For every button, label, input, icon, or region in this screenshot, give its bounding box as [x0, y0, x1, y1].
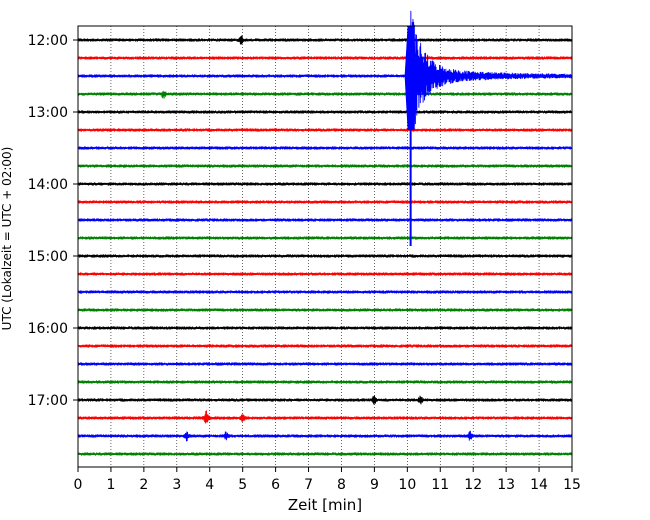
- seismogram-trace: [77, 110, 573, 114]
- y-tick-label: 17:00: [28, 393, 68, 409]
- x-tick-label: 11: [431, 477, 449, 493]
- x-tick-label: 8: [337, 477, 346, 493]
- seismogram-trace: [77, 362, 573, 366]
- seismogram-trace: [77, 395, 573, 405]
- y-tick-label: 12:00: [28, 33, 68, 49]
- seismogram-trace: [77, 343, 573, 349]
- seismogram-trace: [77, 271, 573, 276]
- x-tick-label: 9: [370, 477, 379, 493]
- seismogram-trace: [77, 452, 573, 457]
- seismogram-trace: [77, 236, 573, 240]
- x-tick-label: 1: [106, 477, 115, 493]
- x-tick-label: 15: [563, 477, 581, 493]
- x-tick-label: 6: [271, 477, 280, 493]
- x-tick-label: 5: [238, 477, 247, 493]
- seismogram-trace: [77, 182, 573, 187]
- seismogram-trace: [77, 10, 573, 146]
- x-axis-label: Zeit [min]: [288, 496, 362, 514]
- seismogram-trace: [77, 289, 573, 294]
- y-tick-label: 13:00: [28, 105, 68, 121]
- x-axis-ticks: 0 1 2 3 4 5 6 7 8 9 10 11 12 13 14 15: [74, 467, 581, 493]
- seismogram-trace: [77, 430, 573, 442]
- seismogram-trace: [77, 90, 573, 99]
- seismogram-trace: [77, 254, 573, 258]
- seismogram-trace: [77, 380, 573, 384]
- x-tick-label: 10: [398, 477, 416, 493]
- y-tick-label: 16:00: [28, 321, 68, 337]
- seismogram-traces: [77, 10, 573, 457]
- y-axis-ticks: 12:00 13:00 14:00 15:00 16:00 17:00: [28, 33, 78, 409]
- plot-frame: [77, 25, 573, 468]
- seismogram-trace: [77, 200, 573, 205]
- x-tick-label: 0: [74, 477, 83, 493]
- seismogram-trace: [77, 164, 573, 168]
- x-tick-label: 2: [139, 477, 148, 493]
- seismogram-trace: [77, 217, 573, 222]
- seismogram-trace: [77, 56, 573, 60]
- seismogram-trace: [77, 128, 573, 132]
- x-tick-label: 12: [464, 477, 482, 493]
- x-tick-label: 4: [205, 477, 214, 493]
- x-tick-label: 14: [530, 477, 548, 493]
- y-axis-label: UTC (Lokalzeit = UTC + 02:00): [0, 147, 14, 331]
- x-tick-label: 13: [497, 477, 515, 493]
- seismogram-trace: [77, 35, 573, 45]
- seismogram-trace: [77, 410, 573, 424]
- x-tick-label: 7: [304, 477, 313, 493]
- seismogram-trace: [77, 308, 573, 313]
- y-tick-label: 15:00: [28, 249, 68, 265]
- y-tick-label: 14:00: [28, 177, 68, 193]
- seismogram-trace: [77, 326, 573, 330]
- seismogram-trace: [77, 145, 573, 150]
- x-tick-label: 3: [172, 477, 181, 493]
- event-burst: [404, 26, 417, 130]
